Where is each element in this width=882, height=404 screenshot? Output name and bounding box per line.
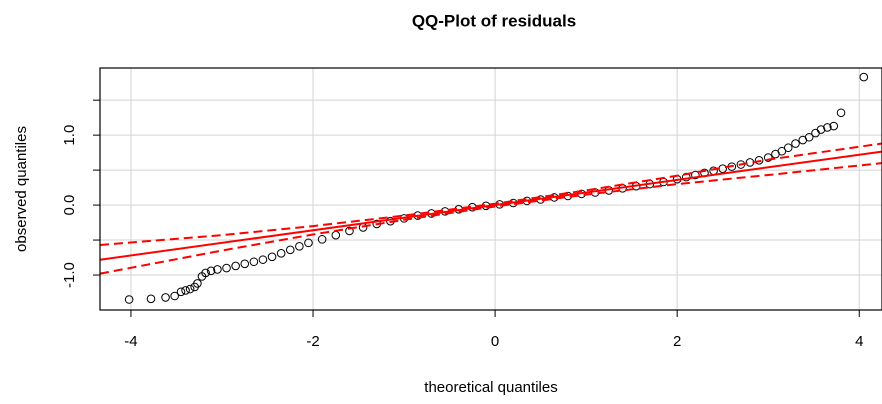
point	[783, 143, 793, 153]
point	[176, 287, 186, 297]
point	[206, 266, 216, 276]
x-tick-label: 0	[491, 333, 499, 350]
y-tick-label: 1.0	[61, 125, 78, 146]
x-axis-label: theoretical quantiles	[424, 379, 557, 396]
point	[213, 265, 222, 274]
point	[124, 295, 134, 304]
point	[258, 255, 268, 264]
reference-line	[99, 150, 882, 261]
point	[823, 123, 832, 132]
y-axis-label: observed quantiles	[13, 126, 30, 252]
confidence-band	[99, 162, 882, 275]
point	[222, 263, 231, 273]
chart-title: QQ-Plot of residuals	[412, 11, 576, 30]
point	[791, 139, 800, 148]
point	[276, 249, 286, 258]
point	[754, 156, 764, 165]
point	[804, 132, 814, 142]
point	[201, 268, 210, 278]
point	[193, 279, 202, 288]
point	[181, 286, 190, 295]
y-tick-label: 0.0	[61, 195, 78, 216]
point	[304, 238, 313, 248]
confidence-band	[99, 142, 882, 246]
x-tick-label: -2	[306, 333, 319, 350]
point	[170, 291, 179, 301]
point	[836, 108, 846, 118]
point	[777, 146, 787, 156]
point	[317, 235, 327, 244]
point	[267, 252, 277, 262]
x-tick-label: 2	[673, 333, 681, 350]
point	[345, 226, 354, 236]
point	[829, 121, 839, 131]
point	[811, 128, 820, 138]
point	[249, 257, 259, 267]
point	[285, 245, 295, 255]
point	[691, 170, 700, 180]
point	[240, 259, 250, 269]
point	[331, 230, 341, 240]
point	[295, 242, 304, 251]
point	[763, 153, 773, 162]
point	[185, 284, 195, 294]
x-tick-label: 4	[855, 333, 863, 350]
plot-frame	[99, 67, 882, 311]
point	[231, 261, 240, 271]
point	[358, 223, 368, 232]
y-tick-label: -1.0	[61, 262, 78, 288]
point	[816, 125, 826, 134]
x-tick-label: -4	[124, 333, 137, 350]
point	[146, 294, 156, 304]
point	[161, 293, 170, 302]
point	[859, 72, 869, 82]
